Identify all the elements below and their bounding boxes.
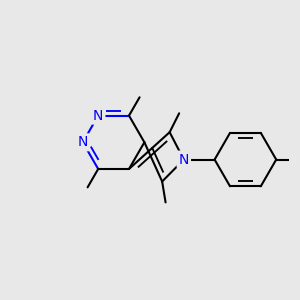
Text: N: N <box>78 135 88 149</box>
Text: I: I <box>299 153 300 166</box>
Text: N: N <box>93 109 104 123</box>
Text: N: N <box>178 153 189 166</box>
